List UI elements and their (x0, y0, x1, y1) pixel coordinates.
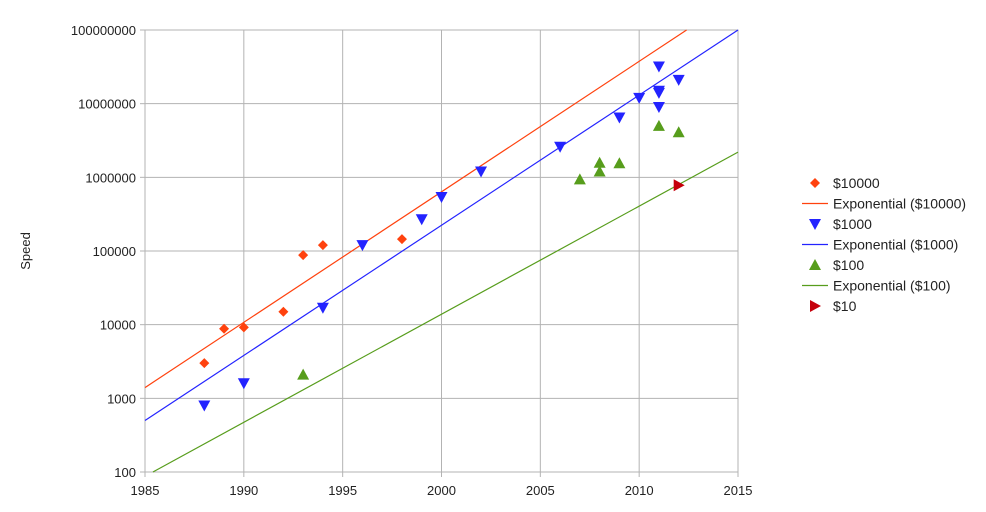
legend-label: $100 (833, 257, 864, 273)
y-axis: 100 1000 10000 100000 1000000 10000000 1000000… (71, 23, 145, 480)
y-tick-label: 10000000 (78, 97, 136, 112)
series (144, 29, 739, 473)
legend-swatch (810, 300, 821, 312)
data-point (219, 323, 230, 334)
data-point (652, 61, 665, 73)
data-point (475, 166, 488, 178)
data-point (297, 368, 310, 380)
data-point (435, 192, 448, 204)
legend-label: Exponential ($1000) (833, 237, 958, 253)
data-point (199, 358, 210, 369)
x-tick-label: 1990 (229, 483, 258, 498)
legend-item: $100 (809, 257, 864, 273)
legend-item: $10 (810, 298, 857, 314)
y-axis-title: Speed (18, 232, 33, 270)
grid (144, 29, 739, 473)
data-point (238, 322, 249, 333)
data-point (317, 240, 328, 251)
legend-swatch (810, 178, 820, 188)
x-tick-label: 1985 (131, 483, 160, 498)
y-tick-label: 100000000 (71, 23, 136, 38)
legend-label: $10000 (833, 175, 880, 191)
data-point (652, 85, 665, 97)
y-tick-label: 1000 (107, 391, 136, 406)
data-point (673, 179, 685, 192)
data-point (198, 400, 211, 412)
data-point (672, 74, 685, 86)
y-tick-label: 1000000 (85, 170, 136, 185)
legend-label: $1000 (833, 216, 872, 232)
legend: $10000 Exponential ($10000) $1000 Exponenti… (802, 175, 966, 314)
trendline (144, 29, 687, 389)
data-point (356, 240, 369, 252)
x-tick-label: 2010 (625, 483, 654, 498)
data-point (554, 141, 567, 153)
legend-label: Exponential ($10000) (833, 196, 966, 212)
y-tick-label: 100 (114, 465, 136, 480)
legend-item: Exponential ($10000) (802, 196, 966, 212)
x-tick-label: 2000 (427, 483, 456, 498)
legend-item: $1000 (809, 216, 872, 232)
data-point (415, 214, 428, 226)
data-point (633, 92, 646, 104)
x-tick-label: 1995 (328, 483, 357, 498)
data-point (237, 378, 250, 390)
data-point (652, 119, 665, 131)
legend-item: $10000 (810, 175, 880, 191)
legend-swatch (809, 259, 821, 270)
x-axis: 1985 1990 1995 2000 2005 2010 2015 (131, 472, 753, 498)
data-point (613, 157, 626, 169)
data-point (573, 173, 586, 185)
data-point (298, 250, 309, 261)
x-tick-label: 2015 (724, 483, 753, 498)
data-point (593, 156, 606, 168)
data-point (396, 234, 407, 245)
data-point (613, 112, 626, 124)
legend-swatch (809, 219, 821, 230)
y-tick-label: 10000 (100, 318, 136, 333)
data-point (316, 302, 329, 314)
data-point (672, 126, 685, 138)
legend-label: $10 (833, 298, 857, 314)
data-point (278, 306, 289, 317)
data-point (593, 165, 606, 177)
legend-item: Exponential ($100) (802, 278, 951, 294)
legend-label: Exponential ($100) (833, 278, 951, 294)
y-tick-label: 100000 (93, 244, 136, 259)
trendline (152, 151, 739, 473)
legend-item: Exponential ($1000) (802, 237, 958, 253)
x-tick-label: 2005 (526, 483, 555, 498)
data-point (652, 102, 665, 114)
